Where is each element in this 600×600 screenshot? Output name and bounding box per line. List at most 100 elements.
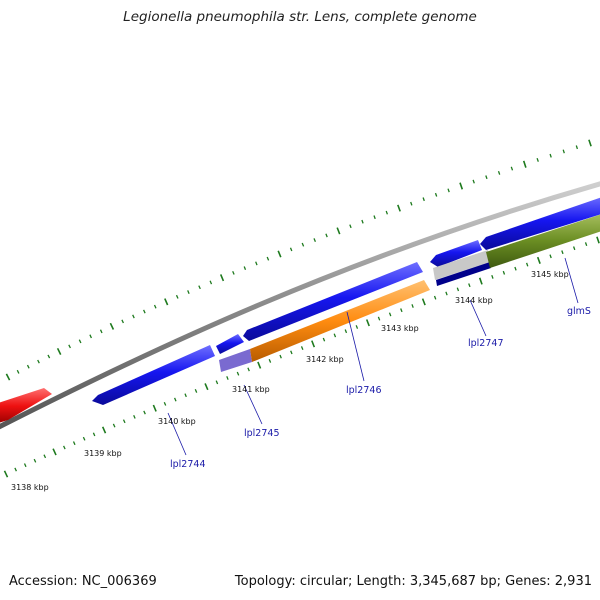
minor-tick [301, 242, 305, 247]
major-tick [5, 373, 11, 381]
minor-tick [89, 334, 92, 339]
minor-tick [349, 224, 352, 229]
major-tick [164, 298, 169, 306]
minor-tick [388, 312, 392, 317]
gene-label-lpl2745[interactable]: lpl2745 [244, 428, 280, 439]
minor-tick [510, 166, 514, 171]
minor-tick [215, 380, 219, 385]
major-tick [397, 204, 401, 212]
major-tick [336, 227, 341, 235]
feature-cds-lpl2744[interactable] [92, 345, 215, 405]
minor-tick [175, 294, 179, 299]
tick-label: 3145 kbp [531, 270, 569, 279]
feature-olive-gene[interactable] [486, 213, 600, 268]
leader-lpl2744 [167, 412, 187, 456]
feature-lavender-segment[interactable] [219, 349, 252, 372]
major-tick [204, 383, 209, 391]
minor-tick [373, 215, 376, 220]
minor-tick [468, 283, 471, 288]
minor-tick [502, 270, 506, 275]
leader-lpl2746 [346, 311, 365, 382]
minor-tick [549, 254, 552, 259]
map-title: Legionella pneumophila str. Lens, comple… [123, 9, 477, 25]
minor-tick [132, 314, 135, 319]
feature-cds-lpl2747[interactable] [430, 240, 482, 267]
minor-tick [133, 414, 136, 419]
major-tick [459, 182, 464, 190]
tick-label: 3140 kbp [158, 417, 196, 426]
minor-tick [163, 401, 167, 406]
major-tick [109, 322, 115, 330]
leader-lpl2747 [469, 299, 487, 337]
minor-tick [47, 354, 51, 359]
minor-tick [121, 319, 124, 324]
minor-tick [16, 369, 20, 374]
minor-tick [247, 367, 250, 372]
minor-tick [575, 145, 579, 150]
minor-tick [361, 219, 364, 224]
feature-navy-gene[interactable] [436, 262, 491, 286]
major-tick [219, 274, 225, 282]
minor-tick [143, 410, 146, 415]
minor-tick [112, 423, 116, 428]
minor-tick [333, 333, 337, 338]
major-tick [311, 340, 316, 348]
gene-label-lpl2746[interactable]: lpl2746 [346, 385, 382, 396]
feature-silver-gene[interactable] [433, 250, 490, 280]
minor-tick [63, 445, 66, 450]
minor-tick [491, 274, 494, 279]
major-tick [478, 277, 483, 285]
minor-tick [268, 358, 272, 363]
major-tick [596, 236, 600, 244]
feature-red-gene[interactable] [0, 388, 52, 424]
major-tick [52, 448, 57, 456]
leader-lpl2745 [243, 384, 263, 425]
minor-tick [289, 247, 293, 252]
minor-tick [174, 397, 177, 402]
feature-cds-lpl2745[interactable] [216, 334, 244, 354]
tick-label: 3142 kbp [306, 355, 344, 364]
major-tick [101, 426, 107, 434]
feature-cds-lpl2746[interactable] [243, 262, 423, 341]
major-tick [277, 250, 282, 258]
major-tick [3, 470, 9, 478]
inner-tick-ring [3, 236, 600, 478]
major-tick [152, 404, 157, 412]
major-tick [56, 347, 62, 355]
feature-cds-glmS-upstream[interactable] [480, 196, 600, 250]
minor-tick [549, 153, 552, 158]
minor-tick [447, 188, 450, 193]
minor-tick [313, 238, 316, 242]
minor-tick [33, 458, 37, 463]
minor-tick [26, 364, 30, 369]
minor-tick [78, 339, 82, 344]
feature-orange-gene[interactable] [250, 280, 430, 362]
minor-tick [562, 149, 565, 154]
major-tick [522, 160, 527, 168]
minor-tick [37, 359, 40, 364]
minor-tick [266, 256, 270, 261]
minor-tick [422, 197, 425, 202]
minor-tick [43, 454, 47, 459]
minor-tick [433, 295, 437, 300]
minor-tick [561, 250, 564, 255]
tick-label: 3144 kbp [455, 296, 493, 305]
gene-label-lpl2747[interactable]: lpl2747 [468, 338, 504, 349]
accession-text: Accession: NC_006369 [9, 574, 157, 589]
minor-tick [23, 463, 27, 468]
gene-label-lpl2744[interactable]: lpl2744 [170, 459, 206, 470]
minor-tick [72, 441, 76, 446]
major-tick [365, 319, 370, 327]
major-tick [536, 256, 541, 264]
major-tick [421, 298, 426, 306]
minor-tick [243, 266, 247, 271]
minor-tick [300, 346, 304, 351]
outer-tick-ring [5, 139, 592, 381]
minor-tick [82, 436, 86, 441]
minor-tick [236, 371, 240, 376]
minor-tick [344, 329, 348, 334]
gene-label-glmS[interactable]: glmS [567, 306, 591, 317]
minor-tick [92, 432, 96, 437]
minor-tick [184, 393, 187, 398]
